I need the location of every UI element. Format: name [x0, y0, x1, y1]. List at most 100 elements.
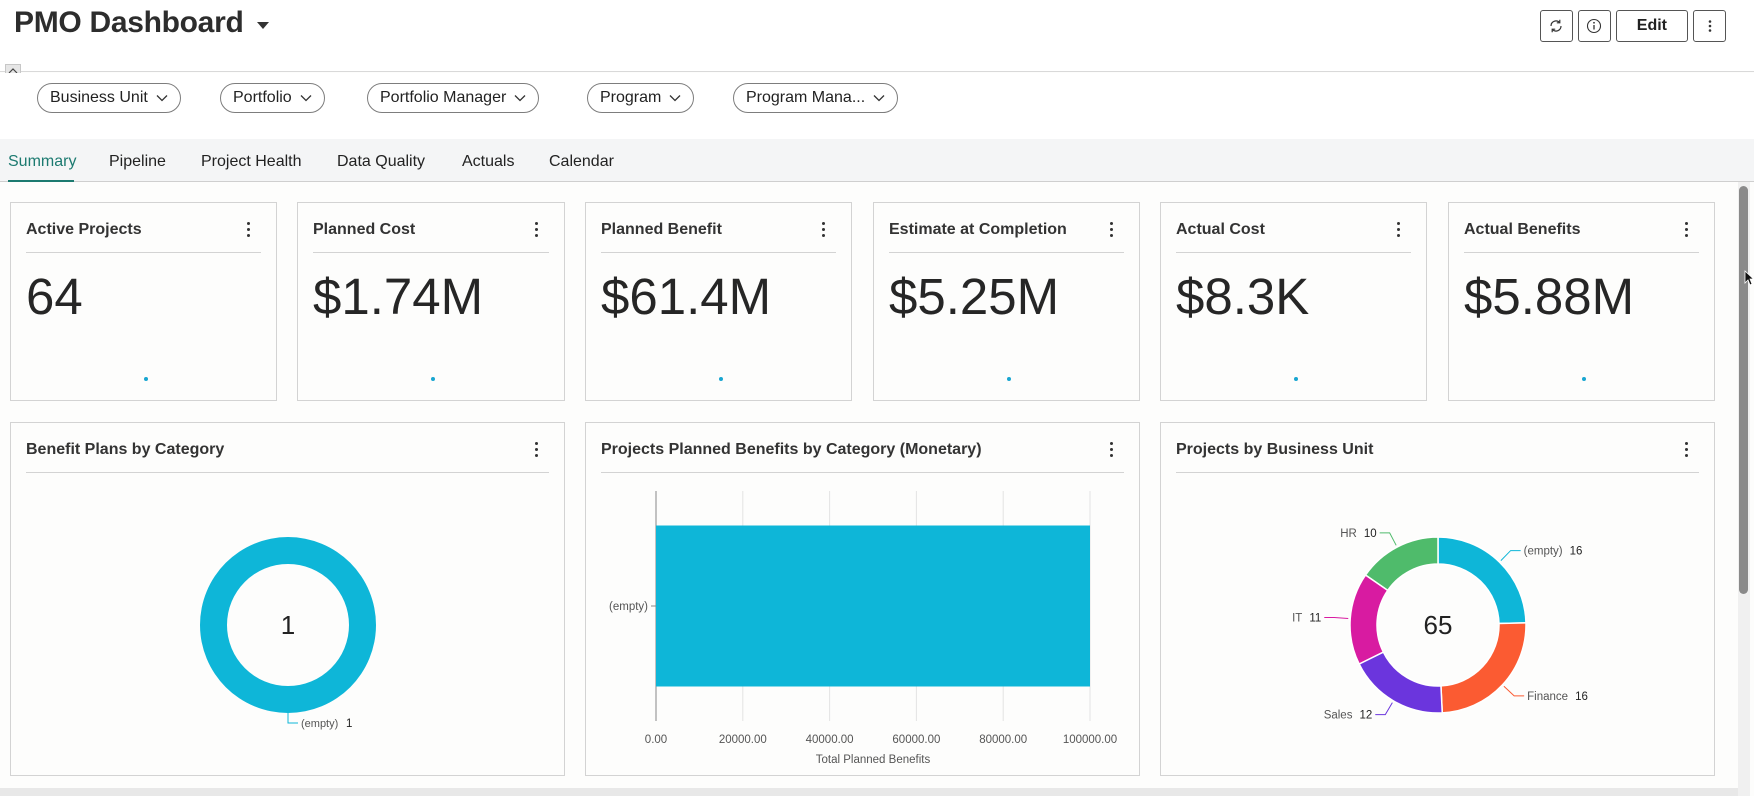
- more-vertical-icon[interactable]: [1102, 218, 1120, 240]
- card-title: Active Projects: [26, 221, 142, 238]
- slice-leader-line: [1503, 685, 1525, 697]
- filter-label: Portfolio: [233, 89, 292, 106]
- info-button[interactable]: [1577, 10, 1611, 42]
- kpi-value: $61.4M: [601, 268, 772, 325]
- sparkline-dot: [1293, 377, 1298, 381]
- tab-data-quality[interactable]: Data Quality: [337, 153, 426, 170]
- card-header: Estimate at Completion: [889, 203, 1124, 253]
- slice-label: Sales 12: [1324, 710, 1373, 722]
- sparkline-dot: [718, 377, 723, 381]
- donut-slice[interactable]: [1364, 536, 1439, 592]
- more-options-button[interactable]: [1693, 10, 1726, 42]
- x-axis-label: Total Planned Benefits: [816, 754, 931, 766]
- bar[interactable]: [656, 525, 1090, 687]
- donut-center-label: 1: [281, 610, 295, 640]
- slice-label: HR 10: [1340, 528, 1376, 540]
- filter-portfolio[interactable]: Portfolio: [220, 83, 325, 113]
- tab-pipeline[interactable]: Pipeline: [109, 153, 166, 170]
- caret-down-icon: [257, 21, 270, 29]
- kpi-card-estimate-at-completion: Estimate at Completion $5.25M: [873, 202, 1140, 401]
- mouse-cursor-icon: [1744, 270, 1754, 286]
- slice-leader-line: [1324, 616, 1349, 619]
- chevron-up-icon: [8, 68, 18, 74]
- edit-button[interactable]: Edit: [1615, 10, 1688, 42]
- kpi-value: $5.88M: [1464, 268, 1635, 325]
- tab-project-health[interactable]: Project Health: [201, 153, 302, 170]
- filter-label: Business Unit: [50, 89, 148, 106]
- tab-summary[interactable]: Summary: [8, 139, 76, 182]
- bar-chart: 0.00 20000.00 40000.00 60000.00 80000.00 1000…: [609, 491, 1117, 766]
- more-vertical-icon[interactable]: [239, 218, 257, 240]
- kpi-card-planned-benefit: Planned Benefit $61.4M: [585, 202, 852, 401]
- chevron-down-icon: [156, 95, 168, 102]
- chart-card-planned-benefits: Projects Planned Benefits by Category (M…: [585, 422, 1140, 776]
- kpi-card-active-projects: Active Projects 64: [10, 202, 277, 401]
- card-title: Estimate at Completion: [889, 221, 1067, 238]
- card-header: Active Projects: [26, 203, 261, 253]
- sparkline-dot: [431, 377, 435, 381]
- slice-leader-line: [287, 713, 298, 724]
- card-header: Projects by Business Unit: [1176, 423, 1699, 473]
- more-vertical-icon[interactable]: [527, 438, 545, 460]
- filter-bar: Business Unit Portfolio Portfolio Manage…: [0, 73, 1754, 139]
- filter-business-unit[interactable]: Business Unit: [37, 83, 181, 113]
- card-header: Benefit Plans by Category: [26, 423, 549, 473]
- bottom-scroll-strip: [0, 788, 1738, 796]
- card-title: Actual Benefits: [1464, 221, 1581, 238]
- slice-label: Finance 16: [1527, 691, 1588, 703]
- slice-label: (empty): [301, 718, 338, 730]
- chart-title: Projects by Business Unit: [1176, 441, 1374, 458]
- filter-program[interactable]: Program: [587, 83, 695, 113]
- tab-calendar[interactable]: Calendar: [549, 153, 614, 170]
- more-vertical-icon[interactable]: [1677, 218, 1695, 240]
- more-vertical-icon[interactable]: [527, 218, 545, 240]
- kpi-value: $5.25M: [889, 268, 1060, 325]
- donut-chart: 1 (empty) 1: [200, 537, 376, 730]
- card-header: Actual Benefits: [1464, 203, 1699, 253]
- x-tick-label: 100000.00: [1063, 734, 1117, 746]
- filter-label: Program: [600, 89, 662, 106]
- header-actions: Edit: [1539, 10, 1726, 42]
- more-vertical-icon[interactable]: [1677, 438, 1695, 460]
- dashboard-header: PMO Dashboard Edit: [0, 0, 1754, 72]
- filter-label: Portfolio Manager: [380, 89, 507, 106]
- chevron-down-icon: [300, 95, 312, 102]
- more-vertical-icon: [1708, 20, 1711, 32]
- donut-chart: (empty) 16 Finance 16 Sales 12 IT 11 HR 10 65: [1292, 528, 1588, 722]
- card-header: Actual Cost: [1176, 203, 1411, 253]
- sparkline-dot: [143, 377, 148, 381]
- chevron-down-icon: [873, 95, 885, 102]
- donut-slice[interactable]: [1349, 573, 1389, 666]
- donut-slice[interactable]: [200, 537, 376, 713]
- donut-slice[interactable]: [1440, 622, 1527, 714]
- chart-title: Benefit Plans by Category: [26, 441, 225, 458]
- filter-program-manager[interactable]: Program Mana...: [733, 83, 899, 113]
- slice-value: 1: [346, 718, 352, 730]
- refresh-icon: [1550, 19, 1562, 33]
- kpi-value: 64: [26, 268, 83, 325]
- kpi-card-actual-benefits: Actual Benefits $5.88M: [1448, 202, 1715, 401]
- scrollbar-thumb[interactable]: [1739, 186, 1748, 594]
- more-vertical-icon[interactable]: [1389, 218, 1407, 240]
- kpi-value: $1.74M: [313, 268, 484, 325]
- y-tick-label: (empty): [609, 601, 648, 613]
- kpi-card-actual-cost: Actual Cost $8.3K: [1160, 202, 1427, 401]
- info-icon: [1587, 18, 1602, 34]
- chevron-down-icon: [669, 95, 681, 102]
- slice-leader-line: [1375, 702, 1393, 716]
- x-tick-label: 60000.00: [892, 734, 940, 746]
- card-title: Actual Cost: [1176, 221, 1265, 238]
- donut-slice[interactable]: [1358, 651, 1444, 714]
- chart-title: Projects Planned Benefits by Category (M…: [601, 441, 982, 458]
- slice-leader-line: [1500, 550, 1521, 561]
- more-vertical-icon[interactable]: [1102, 438, 1120, 460]
- filter-portfolio-manager[interactable]: Portfolio Manager: [367, 83, 540, 113]
- more-vertical-icon[interactable]: [814, 218, 832, 240]
- tab-actuals[interactable]: Actuals: [462, 153, 515, 170]
- chart-card-benefit-plans: Benefit Plans by Category 1 (empty) 1: [10, 422, 565, 776]
- filter-label: Program Mana...: [746, 89, 866, 106]
- dashboard-title-dropdown[interactable]: PMO Dashboard: [14, 6, 270, 40]
- page-title: PMO Dashboard: [14, 6, 244, 39]
- chevron-down-icon: [514, 95, 526, 102]
- refresh-button[interactable]: [1539, 10, 1573, 42]
